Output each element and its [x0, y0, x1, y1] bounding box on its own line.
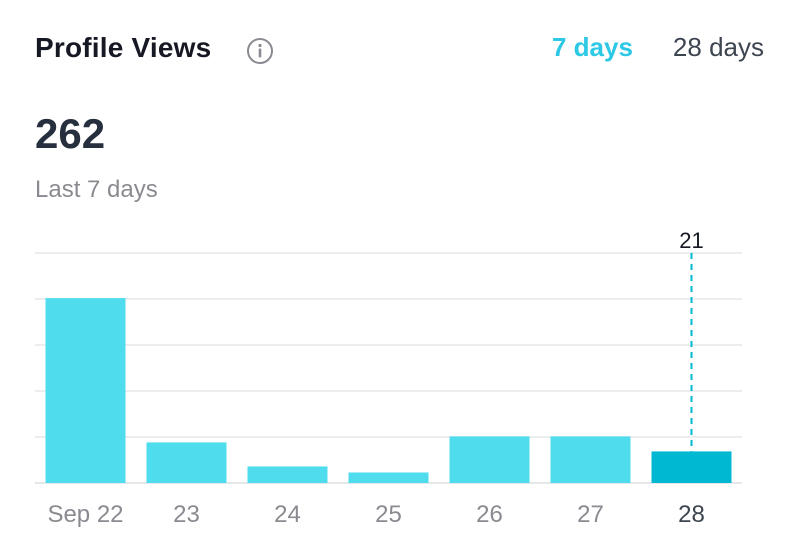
- x-tick-label: 26: [476, 501, 503, 528]
- x-tick-label: 24: [274, 501, 301, 528]
- bar-25[interactable]: [348, 472, 429, 483]
- tab-7-days[interactable]: 7 days: [551, 32, 633, 62]
- x-tick-label: 23: [173, 501, 200, 528]
- selected-value-label: 21: [679, 228, 703, 253]
- page-title: Profile Views: [35, 32, 212, 63]
- period-label: Last 7 days: [35, 176, 158, 203]
- x-tick-label: 28: [678, 501, 705, 528]
- bar-28[interactable]: [651, 451, 732, 483]
- x-tick-label: Sep 22: [47, 501, 123, 528]
- tab-28-days[interactable]: 28 days: [672, 32, 764, 62]
- range-tabs: 7 days 28 days: [552, 32, 764, 63]
- bar-26[interactable]: [449, 436, 530, 483]
- info-circle-icon[interactable]: [246, 37, 274, 65]
- x-tick-label: 27: [577, 501, 604, 528]
- bar-27[interactable]: [550, 436, 631, 483]
- bar-24[interactable]: [247, 466, 328, 483]
- x-tick-label: 25: [375, 501, 402, 528]
- bar-23[interactable]: [146, 442, 227, 483]
- bar-sep-22[interactable]: [45, 298, 126, 483]
- total-views: 262: [35, 110, 106, 157]
